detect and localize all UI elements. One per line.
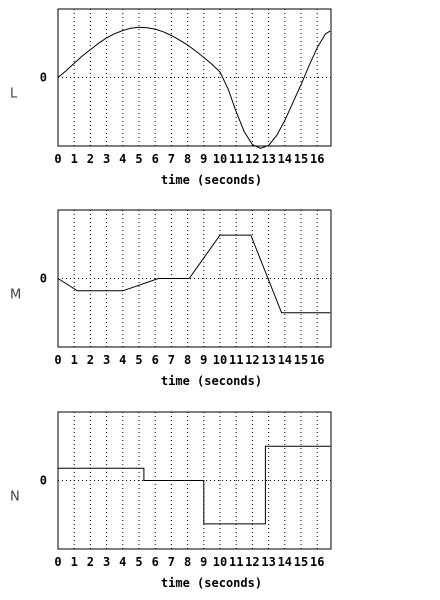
x-tick-label: 14: [278, 152, 292, 166]
x-tick-label: 13: [261, 555, 275, 569]
x-tick-label: 5: [135, 555, 142, 569]
panel-label: L: [10, 87, 18, 102]
x-tick-label: 1: [71, 555, 78, 569]
series-line: [58, 445, 331, 525]
x-tick-label: 0: [54, 152, 61, 166]
x-tick-label: 0: [54, 555, 61, 569]
x-tick-label: 4: [119, 152, 126, 166]
x-tick-label: 14: [278, 555, 292, 569]
x-tick-label: 15: [294, 353, 308, 367]
panel-label: N: [10, 490, 20, 505]
x-tick-label: 0: [54, 353, 61, 367]
x-tick-label: 8: [184, 152, 191, 166]
x-tick-label: 9: [200, 555, 207, 569]
x-tick-label: 7: [168, 555, 175, 569]
x-tick-label: 10: [213, 152, 227, 166]
x-tick-label: 2: [87, 152, 94, 166]
x-axis-label: time (seconds): [161, 576, 262, 590]
y-zero-label: 0: [40, 71, 47, 85]
x-tick-label: 6: [152, 353, 159, 367]
x-tick-label: 11: [229, 555, 243, 569]
x-axis-label: time (seconds): [161, 374, 262, 388]
x-tick-label: 1: [71, 353, 78, 367]
x-tick-label: 12: [245, 152, 259, 166]
x-tick-label: 10: [213, 555, 227, 569]
x-tick-label: 5: [135, 152, 142, 166]
x-tick-label: 2: [87, 555, 94, 569]
x-tick-label: 12: [245, 555, 259, 569]
x-tick-label: 6: [152, 555, 159, 569]
x-tick-label: 6: [152, 152, 159, 166]
x-tick-label: 8: [184, 555, 191, 569]
x-tick-label: 3: [103, 152, 110, 166]
x-tick-label: 9: [200, 353, 207, 367]
x-tick-label: 15: [294, 152, 308, 166]
x-tick-label: 11: [229, 152, 243, 166]
x-tick-label: 13: [261, 152, 275, 166]
x-tick-label: 12: [245, 353, 259, 367]
x-tick-label: 11: [229, 353, 243, 367]
x-tick-label: 7: [168, 152, 175, 166]
x-tick-label: 16: [310, 353, 324, 367]
x-tick-label: 1: [71, 152, 78, 166]
x-tick-label: 3: [103, 555, 110, 569]
x-tick-label: 13: [261, 353, 275, 367]
x-axis-label: time (seconds): [161, 173, 262, 187]
x-tick-label: 4: [119, 555, 126, 569]
y-zero-label: 0: [40, 272, 47, 286]
x-tick-label: 2: [87, 353, 94, 367]
x-tick-label: 9: [200, 152, 207, 166]
panel-label: M: [10, 288, 21, 303]
x-tick-label: 4: [119, 353, 126, 367]
series-line: [57, 26, 331, 149]
x-tick-label: 14: [278, 353, 292, 367]
x-tick-label: 10: [213, 353, 227, 367]
x-tick-label: 16: [310, 555, 324, 569]
plot-frame: [57, 411, 332, 550]
x-tick-label: 15: [294, 555, 308, 569]
x-tick-label: 5: [135, 353, 142, 367]
x-tick-label: 8: [184, 353, 191, 367]
x-tick-label: 3: [103, 353, 110, 367]
series-line: [57, 234, 331, 314]
x-tick-label: 16: [310, 152, 324, 166]
x-tick-label: 7: [168, 353, 175, 367]
y-zero-label: 0: [40, 474, 47, 488]
